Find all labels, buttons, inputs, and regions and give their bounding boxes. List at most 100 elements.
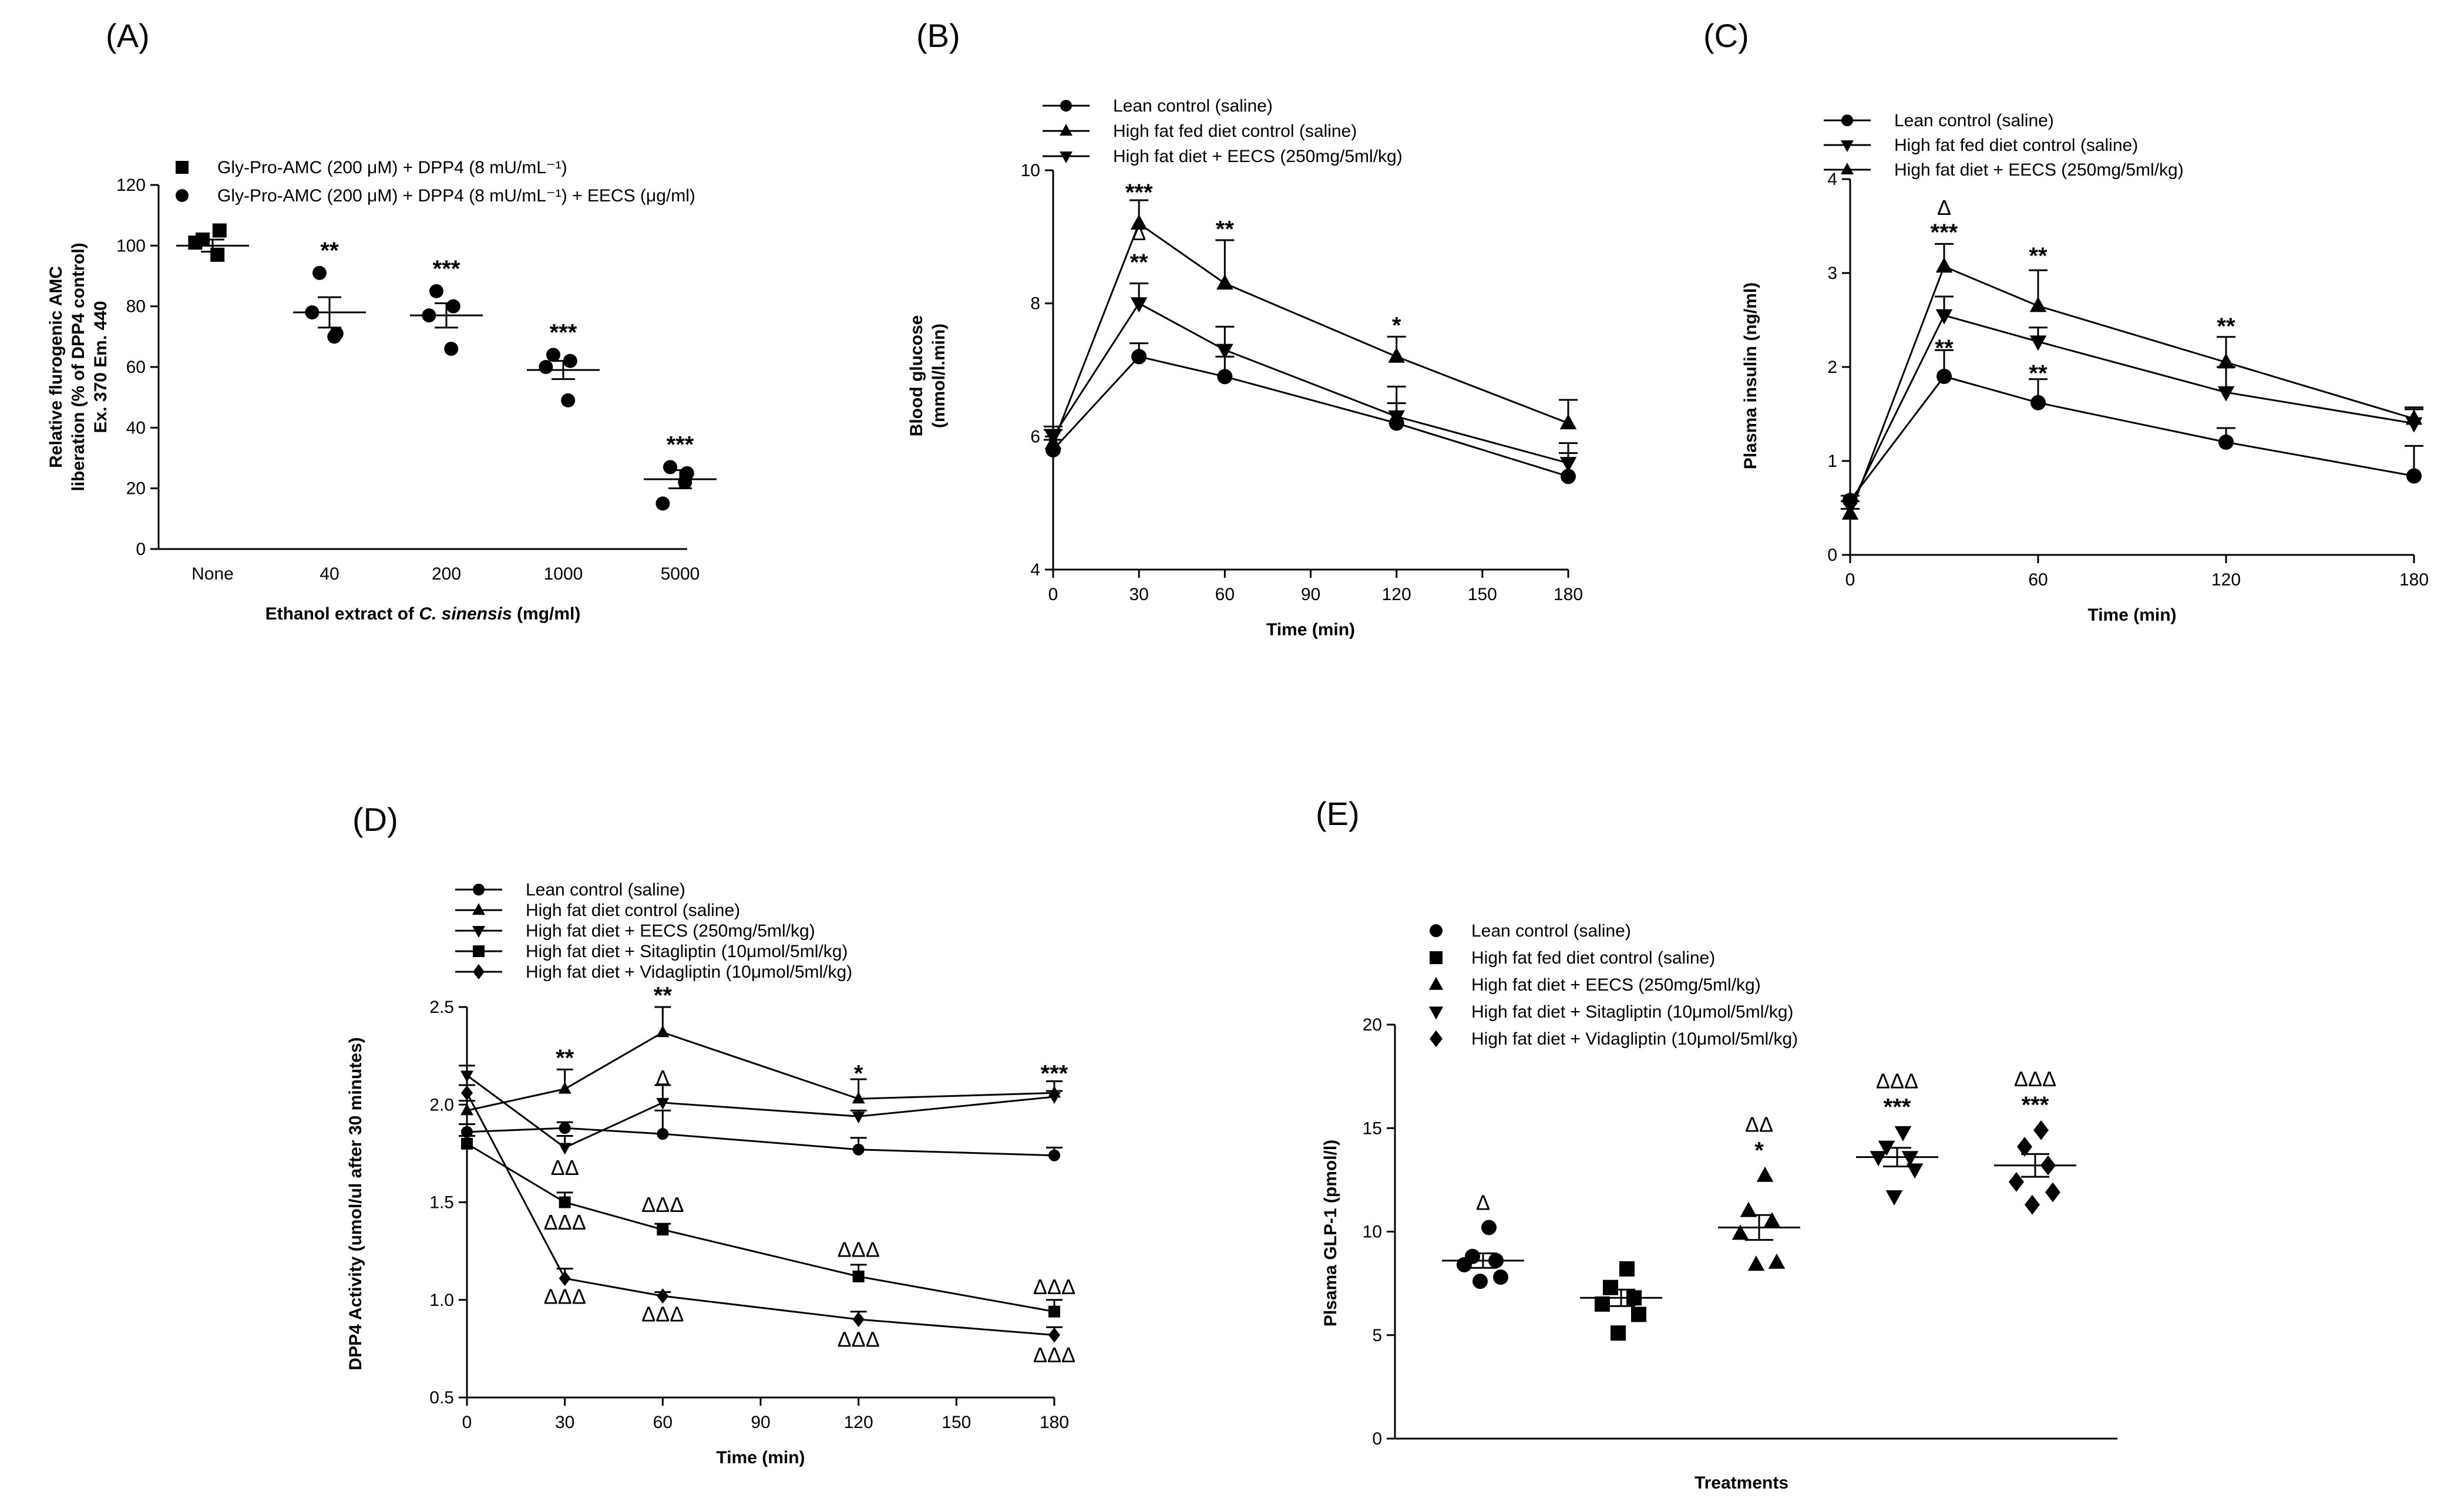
significance-annotation: ** [654,982,673,1008]
legend-d-label: Lean control (saline) [526,880,685,900]
data-point-circle [327,329,342,344]
significance-annotation: ** [1130,250,1149,275]
data-point-triangle-up [1216,274,1233,290]
legend-b-marker [1060,100,1072,112]
panel-b-x-tick-label: 0 [1048,585,1058,604]
data-point-circle [655,496,670,511]
panel-c-y-tick-label: 3 [1827,264,1837,283]
data-point-circle [1048,1149,1060,1161]
category-label: 200 [432,564,461,584]
category-label: 1000 [544,564,583,584]
significance-annotation: ΔΔΔ [838,1238,880,1262]
data-point-triangle-up [1732,1224,1749,1240]
panel-b-x-tick-label: 30 [1129,585,1148,604]
y-axis-title: Relative flurogenic AMC [46,266,66,468]
significance-annotation: ΔΔΔ [1876,1069,1918,1093]
data-point-triangle-down [656,1097,670,1110]
panel-d-y-tick-label: 1.0 [429,1291,454,1310]
significance-annotation: ΔΔΔ [1033,1343,1075,1367]
legend-c-marker [1841,163,1854,174]
data-point-triangle-up [1388,347,1405,363]
panel-d-x-tick-label: 180 [1040,1413,1069,1432]
data-point-triangle-up [1130,214,1148,230]
data-point-circle [1217,369,1233,385]
significance-annotation: Δ [655,1066,670,1090]
data-point-triangle-down [1935,309,1953,325]
data-point-circle [429,284,443,298]
data-point-square [852,1270,865,1282]
panel-a-y-tick-label: 80 [126,297,146,316]
legend-a-label: Gly-Pro-AMC (200 μM) + DPP4 (8 mU/mL⁻¹) [217,158,567,177]
panel-d-x-tick-label: 150 [942,1413,971,1432]
panel-b-x-tick-label: 90 [1301,585,1320,604]
panel-e-y-tick-label: 20 [1363,1015,1382,1035]
data-point-square [212,223,227,238]
data-point-triangle-up [656,1025,670,1038]
series-line-2 [466,1031,1055,1112]
data-point-diamond [2033,1120,2049,1140]
significance-annotation: *** [1041,1060,1068,1086]
x-axis-title: Time (min) [716,1448,805,1467]
data-point-triangle-up [1559,414,1577,430]
data-point-triangle-up [1841,504,1859,520]
legend-c-label: High fat fed diet control (saline) [1894,136,2138,155]
data-point-diamond [852,1312,865,1327]
significance-annotation: *** [1125,180,1153,206]
category-label: None [191,564,234,584]
legend-e-marker [1430,1030,1443,1048]
significance-annotation: *** [2022,1092,2049,1118]
significance-annotation: ΔΔΔ [544,1210,586,1234]
significance-annotation: ΔΔΔ [641,1302,684,1326]
panel-d-x-tick-label: 0 [462,1413,472,1432]
legend-b-label: High fat fed diet control (saline) [1113,122,1357,141]
legend-e-marker [1428,976,1444,990]
significance-annotation: Δ [1937,196,1951,220]
data-point-triangle-down [2217,386,2235,402]
significance-annotation: ΔΔΔ [2014,1067,2056,1091]
data-point-triangle-down [1901,1151,1919,1167]
panel-a-y-tick-label: 100 [116,236,146,255]
data-point-diamond [2045,1182,2060,1203]
legend-e-marker [1428,1006,1444,1020]
data-point-circle [1493,1269,1508,1285]
data-point-square [461,1137,473,1150]
panel-a-y-tick-label: 40 [126,418,146,437]
legend-d-label: High fat diet + Sitagliptin (10μmol/5ml/… [526,942,848,961]
significance-annotation: ** [2029,243,2048,269]
legend-a-label: Gly-Pro-AMC (200 μM) + DPP4 (8 mU/mL⁻¹) … [217,186,695,206]
panel-c-y-tick-label: 4 [1827,170,1837,189]
y-axis-title: Blood glucose [907,315,926,437]
legend-d-label: High fat diet + EECS (250mg/5ml/kg) [526,921,815,941]
data-point-circle [561,393,576,408]
x-axis-title: Treatments [1695,1473,1788,1493]
data-point-triangle-up [460,1103,473,1116]
data-point-circle [312,265,327,280]
significance-annotation: ΔΔ [1745,1112,1773,1136]
significance-annotation: ΔΔΔ [544,1284,586,1308]
significance-annotation: ΔΔΔ [1033,1275,1075,1299]
x-axis-title-part: (mg/ml) [512,604,581,624]
panel-b-x-tick-label: 180 [1554,585,1583,604]
significance-annotation: ** [2217,314,2235,339]
data-point-triangle-up [1740,1201,1757,1217]
y-axis-title: Ex. 370 Em. 440 [91,301,110,433]
significance-annotation: *** [550,319,577,345]
data-point-circle [663,460,677,474]
data-point-triangle-down [1559,457,1577,473]
legend-c-marker [1841,140,1854,152]
panel-d: (D) 0.51.01.52.02.50 30 60 90 120 150 180****Δ… [346,801,1075,1467]
significance-annotation: ΔΔΔ [641,1193,684,1217]
legend-e-label: High fat diet + Sitagliptin (10μmol/5ml/… [1471,1002,1793,1022]
panel-d-x-tick-label: 90 [751,1413,770,1432]
panel-label-a: (A) [106,17,150,54]
panel-c-y-tick-label: 2 [1827,358,1837,377]
legend-e-marker [1430,951,1443,964]
panel-c-y-tick-label: 0 [1827,545,1837,565]
data-point-triangle-down [852,1112,865,1124]
panel-d-y-tick-label: 1.5 [429,1193,454,1213]
data-point-triangle-up [1763,1212,1781,1228]
